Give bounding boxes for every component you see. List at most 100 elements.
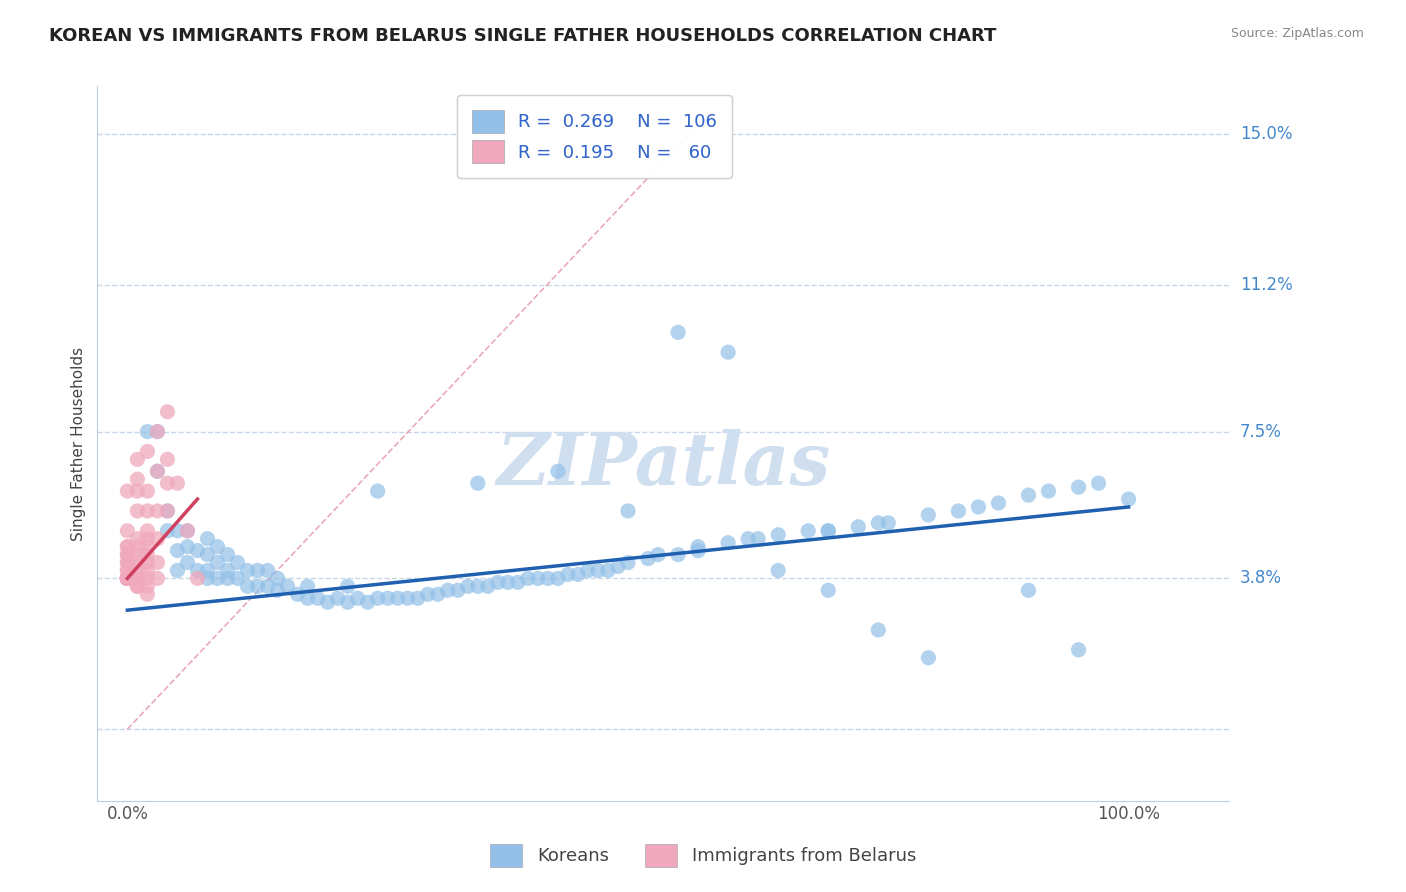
Point	[146, 504, 169, 518]
Point	[747, 532, 769, 546]
Point	[117, 556, 139, 570]
Point	[457, 579, 479, 593]
Point	[127, 504, 149, 518]
Point	[637, 551, 659, 566]
Point	[136, 425, 159, 439]
Point	[396, 591, 419, 606]
Point	[447, 583, 470, 598]
Point	[217, 571, 239, 585]
Point	[817, 524, 839, 538]
Point	[426, 587, 449, 601]
Point	[166, 564, 188, 578]
Point	[987, 496, 1010, 510]
Point	[797, 524, 820, 538]
Point	[226, 571, 249, 585]
Point	[146, 464, 169, 478]
Point	[377, 591, 399, 606]
Point	[176, 556, 198, 570]
Point	[287, 587, 309, 601]
Point	[547, 571, 569, 585]
Point	[146, 571, 169, 585]
Point	[117, 571, 139, 585]
Point	[117, 540, 139, 554]
Point	[467, 476, 489, 491]
Point	[166, 543, 188, 558]
Point	[686, 540, 709, 554]
Point	[136, 504, 159, 518]
Point	[596, 564, 619, 578]
Point	[117, 540, 139, 554]
Point	[127, 579, 149, 593]
Point	[217, 564, 239, 578]
Point	[146, 532, 169, 546]
Point	[176, 524, 198, 538]
Point	[117, 571, 139, 585]
Point	[236, 564, 259, 578]
Point	[406, 591, 429, 606]
Point	[156, 504, 179, 518]
Text: ZIPatlas: ZIPatlas	[496, 429, 830, 500]
Point	[666, 548, 689, 562]
Point	[117, 571, 139, 585]
Point	[117, 571, 139, 585]
Point	[547, 464, 569, 478]
Point	[156, 476, 179, 491]
Point	[136, 540, 159, 554]
Point	[117, 564, 139, 578]
Legend: R =  0.269    N =  106, R =  0.195    N =   60: R = 0.269 N = 106, R = 0.195 N = 60	[457, 95, 731, 178]
Point	[496, 575, 519, 590]
Point	[176, 524, 198, 538]
Point	[817, 524, 839, 538]
Point	[117, 548, 139, 562]
Point	[346, 591, 368, 606]
Point	[617, 504, 640, 518]
Point	[117, 571, 139, 585]
Point	[186, 543, 208, 558]
Point	[387, 591, 409, 606]
Point	[1067, 643, 1090, 657]
Point	[486, 575, 509, 590]
Point	[307, 591, 329, 606]
Point	[127, 571, 149, 585]
Point	[877, 516, 900, 530]
Text: 3.8%: 3.8%	[1240, 569, 1282, 588]
Point	[197, 571, 219, 585]
Point	[576, 564, 599, 578]
Point	[686, 543, 709, 558]
Point	[207, 556, 229, 570]
Text: 15.0%: 15.0%	[1240, 125, 1292, 143]
Point	[607, 559, 630, 574]
Point	[256, 579, 278, 593]
Point	[948, 504, 970, 518]
Legend: Koreans, Immigrants from Belarus: Koreans, Immigrants from Belarus	[482, 837, 924, 874]
Point	[467, 579, 489, 593]
Point	[217, 548, 239, 562]
Point	[207, 571, 229, 585]
Point	[868, 623, 890, 637]
Point	[176, 540, 198, 554]
Point	[266, 571, 288, 585]
Point	[127, 472, 149, 486]
Point	[197, 532, 219, 546]
Point	[117, 548, 139, 562]
Point	[868, 516, 890, 530]
Point	[117, 571, 139, 585]
Point	[917, 650, 939, 665]
Point	[516, 571, 538, 585]
Point	[817, 583, 839, 598]
Point	[1017, 583, 1039, 598]
Point	[117, 571, 139, 585]
Point	[1067, 480, 1090, 494]
Point	[117, 564, 139, 578]
Point	[146, 425, 169, 439]
Point	[336, 579, 359, 593]
Point	[297, 591, 319, 606]
Point	[766, 564, 789, 578]
Point	[127, 540, 149, 554]
Point	[186, 564, 208, 578]
Point	[197, 548, 219, 562]
Point	[136, 532, 159, 546]
Point	[117, 571, 139, 585]
Point	[136, 556, 159, 570]
Point	[166, 524, 188, 538]
